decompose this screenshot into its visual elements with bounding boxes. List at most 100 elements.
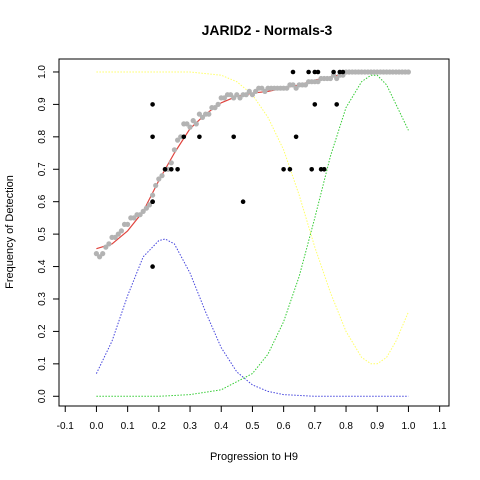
grey-point <box>331 72 337 78</box>
black-point <box>169 167 174 172</box>
black-point <box>287 167 293 172</box>
black-point <box>150 134 155 140</box>
black-point <box>312 102 318 107</box>
grey-point <box>187 124 193 130</box>
grey-point <box>259 85 265 91</box>
grey-point <box>206 111 212 117</box>
y-tick-label: 0.8 <box>37 129 48 143</box>
black-point <box>150 102 155 107</box>
grey-point <box>93 251 99 257</box>
grey-point <box>284 85 290 91</box>
grey-point <box>115 231 121 237</box>
y-tick-label: 0.5 <box>37 227 48 241</box>
y-tick-label: 0.0 <box>37 389 48 403</box>
grey-point <box>143 205 149 211</box>
y-tick-label: 0.4 <box>37 259 48 273</box>
grey-point <box>153 182 159 189</box>
grey-point <box>156 176 162 182</box>
black-point <box>331 69 336 75</box>
black-point <box>281 167 286 172</box>
grey-point <box>327 75 333 82</box>
black-point <box>334 102 340 107</box>
grey-point <box>118 228 124 234</box>
grey-point <box>103 244 109 250</box>
y-tick-label: 0.7 <box>37 162 48 176</box>
grey-point <box>140 208 146 214</box>
y-axis: 0.0 0.1 0.2 0.3 0.4 0.5 0.6 0.7 0.8 0.9 1.0 <box>37 65 59 403</box>
grey-point <box>231 95 237 101</box>
x-tick-label: 0.6 <box>277 421 291 432</box>
black-point <box>340 69 346 75</box>
grey-point <box>405 69 411 75</box>
grey-point <box>97 254 103 260</box>
grey-point <box>190 118 196 124</box>
x-tick-label: 0.7 <box>308 421 322 432</box>
curve-line-5 <box>96 71 409 365</box>
chart-title: JARID2 - Normals-3 <box>202 22 333 38</box>
grey-point <box>315 79 321 85</box>
grey-point <box>340 72 346 78</box>
curves-layer <box>95 71 409 397</box>
grey-point <box>196 111 202 117</box>
curve-line-3 <box>95 238 409 397</box>
black-point <box>309 167 315 172</box>
grey-point <box>125 221 131 227</box>
x-axis-label: Progression to H9 <box>210 451 298 463</box>
grey-point <box>290 82 296 88</box>
x-tick-label: 1.0 <box>401 421 415 432</box>
grey-point <box>146 202 153 208</box>
grey-point <box>168 160 174 166</box>
grey-point <box>302 82 309 88</box>
grey-point <box>193 121 199 127</box>
grey-point <box>212 105 218 111</box>
x-tick-label: 0.9 <box>370 421 384 432</box>
black-point <box>231 134 236 140</box>
y-tick-label: 0.6 <box>37 194 48 208</box>
black-point <box>150 199 155 204</box>
x-tick-label: 0.1 <box>121 421 135 432</box>
y-tick-label: 0.3 <box>37 292 48 306</box>
y-tick-label: 0.2 <box>37 324 48 338</box>
grey-point <box>100 251 106 257</box>
grey-point <box>249 92 255 98</box>
grey-point <box>184 121 190 127</box>
black-point <box>321 167 327 172</box>
black-point <box>312 69 318 75</box>
y-tick-label: 1.0 <box>37 65 48 79</box>
grey-point <box>243 92 249 98</box>
grey-point <box>234 92 240 98</box>
grey-point <box>228 92 234 98</box>
grey-point <box>159 173 165 179</box>
grey-point <box>137 212 143 218</box>
grey-point <box>175 137 181 143</box>
grey-point <box>171 147 177 153</box>
y-tick-label: 0.1 <box>37 356 48 370</box>
grey-point <box>262 88 268 94</box>
grey-point <box>237 95 243 101</box>
curve-line-4 <box>96 74 409 397</box>
black-point <box>175 167 180 172</box>
x-tick-label: 1.1 <box>433 421 447 432</box>
y-axis-label: Frequency of Detection <box>4 175 16 289</box>
points-layer <box>93 69 411 269</box>
black-point <box>162 167 168 172</box>
grey-point <box>334 75 340 82</box>
grey-point <box>112 234 118 240</box>
grey-point <box>106 241 112 247</box>
grey-point <box>221 95 227 101</box>
black-point <box>240 199 246 204</box>
black-point <box>197 134 202 140</box>
x-axis: -0.1 0.0 0.1 0.2 0.3 0.4 0.5 0.6 0.7 0.8 0.9 1.0 1.1 <box>57 406 447 432</box>
y-tick-label: 0.9 <box>37 97 48 111</box>
grey-point <box>131 215 137 221</box>
grey-point <box>253 88 259 94</box>
x-tick-label: 0.0 <box>89 421 103 432</box>
grey-point <box>246 88 252 94</box>
black-point <box>293 134 299 140</box>
x-tick-label: -0.1 <box>57 421 75 432</box>
grey-point <box>150 192 156 198</box>
black-point <box>290 69 296 75</box>
grey-point <box>199 114 206 120</box>
grey-point <box>293 85 299 91</box>
